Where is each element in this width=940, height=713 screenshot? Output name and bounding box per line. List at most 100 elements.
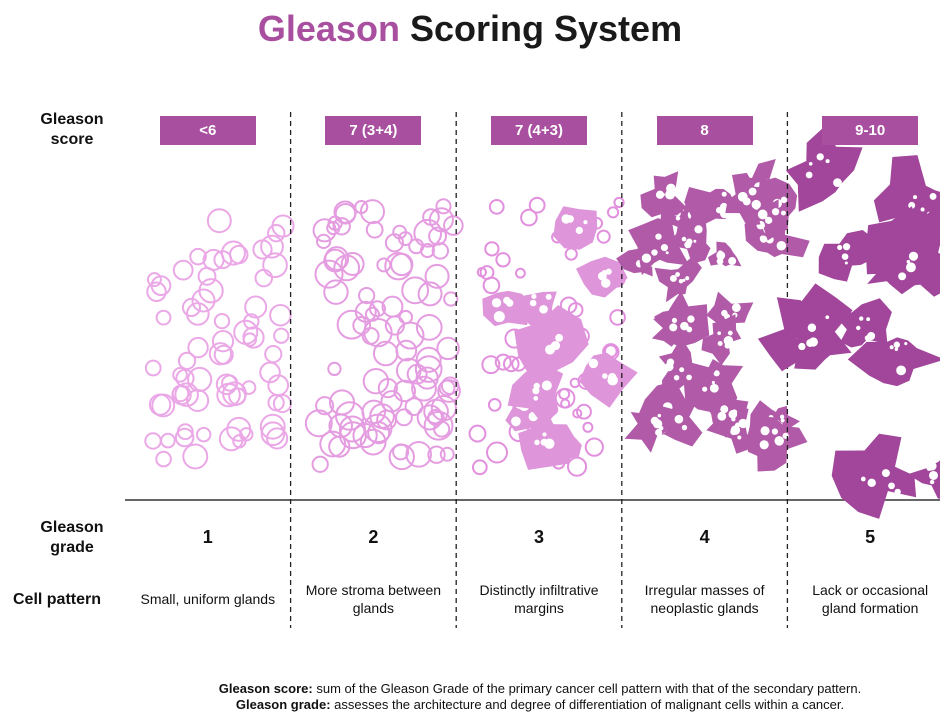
- lumen: [655, 233, 661, 239]
- gland: [174, 261, 193, 280]
- lumen: [710, 384, 719, 393]
- gland: [396, 409, 412, 425]
- grade-label: 5: [820, 527, 920, 548]
- lumen: [530, 300, 537, 307]
- lumen: [606, 269, 612, 275]
- lumen: [738, 419, 747, 428]
- lumen: [665, 190, 675, 200]
- lumen: [667, 359, 674, 366]
- pattern-label: Distinctly infiltrative margins: [469, 568, 609, 630]
- lumen: [806, 339, 814, 347]
- lumen: [798, 343, 805, 350]
- lumen: [808, 324, 816, 332]
- lumen: [682, 237, 687, 242]
- lumen: [930, 480, 934, 484]
- grade-label: 2: [323, 527, 423, 548]
- lumen: [731, 417, 735, 421]
- gland: [559, 389, 569, 399]
- lumen: [583, 220, 587, 224]
- lumen: [555, 334, 563, 342]
- gland: [566, 248, 577, 259]
- gland: [197, 428, 210, 441]
- row-label: Cell pattern: [2, 590, 112, 610]
- footnote-term: Gleason score:: [219, 681, 313, 696]
- lumen: [890, 345, 894, 349]
- lumen: [598, 272, 607, 281]
- gland: [583, 423, 592, 432]
- lumen: [866, 317, 870, 321]
- title: Gleason Scoring System: [0, 8, 940, 50]
- lumen: [833, 178, 842, 187]
- lumen: [576, 227, 583, 234]
- lumen: [672, 318, 677, 323]
- gland: [402, 277, 428, 303]
- lumen: [544, 438, 554, 448]
- gland: [179, 353, 195, 369]
- lumen: [760, 440, 769, 449]
- lumen: [781, 211, 786, 216]
- lumen: [546, 294, 552, 300]
- pattern-label: More stroma between glands: [303, 568, 443, 630]
- lumen: [772, 208, 779, 215]
- gland: [530, 198, 545, 213]
- lumen: [749, 188, 757, 196]
- gland: [568, 458, 586, 476]
- lumen: [694, 225, 702, 233]
- gland-mass: [625, 406, 675, 453]
- lumen: [492, 298, 501, 307]
- score-badge: 9-10: [822, 116, 918, 145]
- gland: [157, 311, 171, 325]
- lumen: [906, 262, 916, 272]
- lumen: [888, 482, 895, 489]
- lumen: [658, 414, 662, 418]
- lumen: [772, 428, 778, 434]
- lumen: [506, 299, 513, 306]
- gland: [489, 399, 501, 411]
- lumen: [685, 276, 689, 280]
- lumen: [651, 249, 657, 255]
- lumen: [717, 412, 726, 421]
- lumen: [728, 257, 736, 265]
- lumen: [842, 254, 847, 259]
- gland: [444, 292, 457, 305]
- gland: [208, 209, 231, 232]
- lumen: [777, 241, 786, 250]
- lumen: [679, 367, 684, 372]
- gland: [367, 222, 383, 238]
- gland: [262, 422, 285, 445]
- lumen: [511, 416, 521, 426]
- gland: [274, 329, 288, 343]
- gland: [390, 445, 414, 469]
- lumen: [712, 381, 715, 384]
- gland: [313, 457, 328, 472]
- lumen: [894, 342, 900, 348]
- gland: [364, 369, 388, 393]
- lumen: [675, 415, 684, 424]
- lumen: [845, 262, 848, 265]
- pattern-label: Lack or occasional gland formation: [800, 568, 940, 630]
- gland: [598, 231, 610, 243]
- lumen: [721, 310, 727, 316]
- lumen: [904, 342, 907, 345]
- gland: [484, 278, 500, 294]
- lumen: [682, 425, 687, 430]
- lumen: [894, 489, 900, 495]
- row-label: Gleason score: [37, 110, 107, 150]
- gland: [156, 452, 171, 467]
- lumen: [669, 323, 677, 331]
- gland: [391, 254, 412, 275]
- lumen: [809, 162, 813, 166]
- title-highlight: Gleason: [258, 8, 400, 49]
- lumen: [674, 375, 679, 380]
- lumen: [651, 417, 659, 425]
- lumen: [542, 432, 546, 436]
- footnote-text: assesses the architecture and degree of …: [334, 697, 844, 712]
- lumen: [752, 200, 761, 209]
- lumen: [532, 387, 539, 394]
- lumen: [760, 235, 766, 241]
- lumen: [494, 311, 505, 322]
- lumen: [826, 159, 830, 163]
- score-badge: <6: [160, 116, 256, 145]
- lumen: [913, 195, 917, 199]
- gland: [610, 310, 625, 325]
